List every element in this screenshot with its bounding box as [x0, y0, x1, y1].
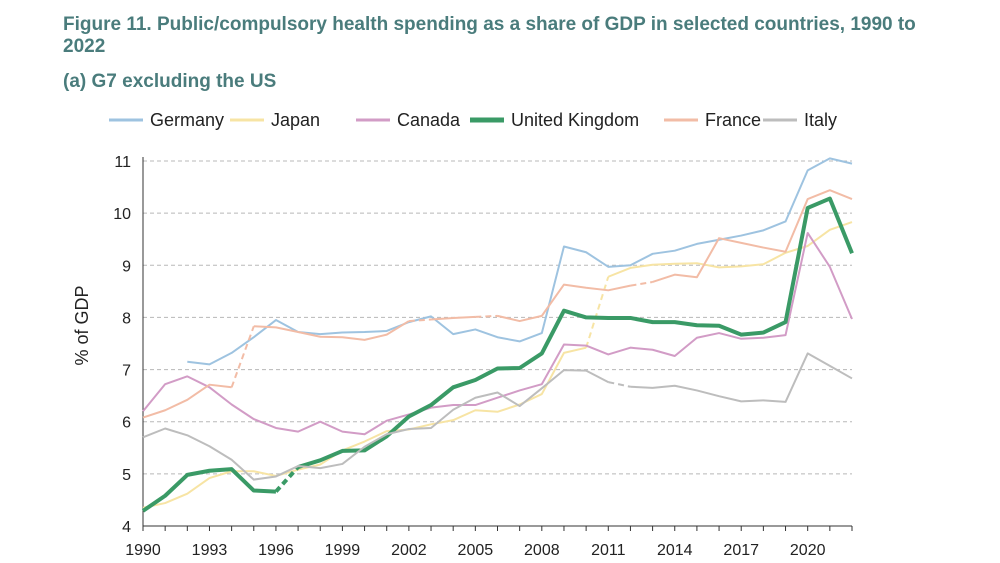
series-break-france: [630, 280, 653, 287]
series-line-japan: [142, 346, 587, 509]
series-line-japan: [607, 221, 853, 278]
x-tick-label: 2020: [790, 542, 826, 559]
x-tick-label: 2005: [458, 542, 494, 559]
series-break-japan: [585, 276, 610, 348]
x-tick-label: 1996: [258, 542, 294, 559]
legend-label: Italy: [804, 110, 837, 130]
series-line-france: [497, 283, 631, 323]
figure-subtitle: (a) G7 excluding the US: [63, 71, 277, 92]
series-break-france: [230, 325, 255, 388]
series-line-canada: [142, 231, 853, 436]
y-axis-label: % of GDP: [72, 285, 92, 365]
legend-label: Canada: [397, 110, 461, 130]
y-tick-label: 9: [122, 258, 131, 275]
series-line-france: [430, 315, 476, 321]
series-break-italy: [608, 381, 631, 388]
x-tick-label: 2017: [723, 542, 759, 559]
x-tick-label: 2002: [391, 542, 427, 559]
x-tick-label: 1990: [125, 542, 161, 559]
y-tick-label: 10: [113, 206, 131, 223]
series-line-united-kingdom: [141, 467, 277, 513]
y-tick-label: 6: [122, 415, 131, 432]
series-line-united-kingdom: [297, 196, 854, 469]
series-line-france: [253, 320, 410, 341]
series-line-france: [652, 189, 853, 283]
legend-label: Germany: [150, 110, 224, 130]
series-break-france: [475, 314, 498, 318]
x-tick-label: 1993: [192, 542, 228, 559]
x-tick-label: 2014: [657, 542, 693, 559]
legend-label: France: [705, 110, 761, 130]
figure-title: Figure 11. Public/compulsory health spen…: [63, 14, 916, 57]
legend-label: Japan: [271, 110, 320, 130]
x-tick-label: 1999: [325, 542, 361, 559]
y-tick-label: 5: [122, 467, 131, 484]
series-break-france: [408, 318, 432, 323]
legend-label: United Kingdom: [511, 110, 639, 130]
y-tick-label: 4: [122, 519, 131, 536]
y-tick-label: 7: [122, 363, 131, 380]
y-tick-label: 11: [114, 154, 131, 171]
y-tick-label: 8: [122, 310, 131, 327]
series-break-united-kingdom: [274, 465, 300, 493]
series-line-italy: [142, 369, 609, 481]
series-line-france: [142, 383, 232, 419]
x-tick-label: 2008: [524, 542, 560, 559]
x-tick-label: 2011: [591, 542, 626, 559]
series-line-italy: [630, 352, 853, 403]
